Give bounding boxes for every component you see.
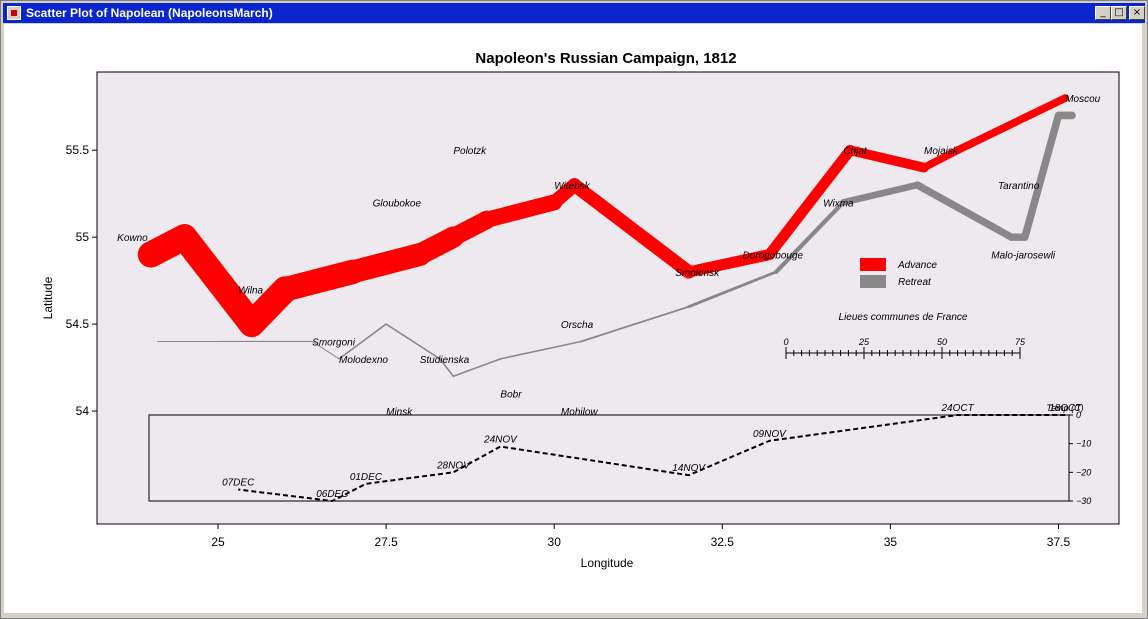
city-label: Moscou xyxy=(1065,94,1100,105)
x-tick-label: 30 xyxy=(548,535,562,549)
advance-segment xyxy=(341,243,432,284)
chart-title: Napoleon's Russian Campaign, 1812 xyxy=(475,50,736,67)
city-label: Mojaisk xyxy=(924,146,959,157)
city-label: Minsk xyxy=(386,407,413,418)
plot-area xyxy=(96,71,1120,525)
scale-tick-label: 25 xyxy=(858,337,870,347)
advance-segment xyxy=(764,144,856,260)
retreat-segment xyxy=(840,181,921,206)
advance-segment xyxy=(171,224,265,338)
temperature-date-label: 07DEC xyxy=(222,478,255,489)
advance-segment xyxy=(953,94,1070,155)
temperature-date-label: 24OCT xyxy=(941,403,975,414)
city-label: Polotzk xyxy=(453,146,487,157)
retreat-segment xyxy=(773,200,846,275)
advance-segment xyxy=(273,259,365,302)
city-label: Studienska xyxy=(420,355,470,366)
retreat-segment xyxy=(385,323,441,360)
city-label: Mohilow xyxy=(561,407,598,418)
retreat-segment xyxy=(439,358,455,377)
retreat-segment xyxy=(499,340,582,360)
temperature-date-label: 18OCT xyxy=(1049,403,1082,414)
app-icon[interactable] xyxy=(7,6,21,20)
retreat-segment xyxy=(1021,111,1063,241)
retreat-segment xyxy=(687,270,778,309)
city-label: Bobr xyxy=(500,390,522,401)
retreat-segment xyxy=(580,305,690,343)
temperature-line xyxy=(238,414,1066,503)
chart-svg: Napoleon's Russian Campaign, 1812 Kowno W… xyxy=(41,50,1120,570)
city-label: Malo-jarosewli xyxy=(991,251,1056,262)
temperature-tick-label: −30 xyxy=(1076,496,1091,506)
city-label: Kowno xyxy=(117,233,148,244)
temperature-axis-label: Temp (C) xyxy=(1046,403,1083,413)
y-tick-label: 54 xyxy=(76,404,90,418)
retreat-segment xyxy=(452,358,502,377)
advance-segment xyxy=(920,146,962,172)
y-tick-label: 54.5 xyxy=(66,317,90,331)
scale-title: Lieues communes de France xyxy=(839,312,968,323)
legend-swatch xyxy=(860,275,886,288)
y-tick-label: 55.5 xyxy=(66,143,90,157)
temperature-date-label: 01DEC xyxy=(350,472,383,483)
city-label: Tarantino xyxy=(998,181,1040,192)
x-tick-label: 32.5 xyxy=(711,535,735,549)
x-tick-label: 25 xyxy=(211,535,225,549)
city-label: Wilna xyxy=(238,285,263,296)
advance-segment xyxy=(478,194,563,228)
legend-swatch xyxy=(860,258,886,271)
y-axis-label: Latitude xyxy=(41,276,55,319)
title-bar[interactable]: Scatter Plot of Napolean (NapoleonsMarch… xyxy=(3,3,1145,23)
city-label: Witebsk xyxy=(554,181,590,192)
temperature-tick-label: −10 xyxy=(1076,439,1091,449)
x-tick-label: 37.5 xyxy=(1047,535,1071,549)
retreat-segment xyxy=(913,181,1016,241)
scale-tick-label: 0 xyxy=(783,337,788,347)
temperature-date-label: 24NOV xyxy=(483,435,518,446)
legend-label: Advance xyxy=(897,260,937,271)
city-label: Smorgoni xyxy=(312,337,356,348)
city-label: Wixma xyxy=(823,198,854,209)
temperature-frame xyxy=(148,414,1070,502)
legend-label: Retreat xyxy=(898,277,932,288)
city-label: Orscha xyxy=(561,320,594,331)
minimize-button[interactable]: _ xyxy=(1095,6,1111,20)
city-label: Gloubokoe xyxy=(373,198,422,209)
temperature-date-label: 09NOV xyxy=(753,429,787,440)
temperature-tick-label: −20 xyxy=(1076,467,1091,477)
chart-canvas: Napoleon's Russian Campaign, 1812 Kowno W… xyxy=(4,24,1142,613)
close-button[interactable]: × xyxy=(1129,6,1145,20)
temperature-date-label: 14NOV xyxy=(672,463,706,474)
city-label: Smolensk xyxy=(675,268,720,279)
window-title: Scatter Plot of Napolean (NapoleonsMarch… xyxy=(26,6,273,20)
x-axis-label: Longitude xyxy=(581,556,634,570)
y-tick-label: 55 xyxy=(76,230,90,244)
city-label: Chjat xyxy=(843,146,868,157)
advance-segment xyxy=(567,178,696,279)
city-label: Dorogobouge xyxy=(742,251,803,262)
x-tick-label: 35 xyxy=(884,535,898,549)
scale-tick-label: 75 xyxy=(1015,337,1026,347)
advance-segment xyxy=(845,145,929,173)
retreat-segment xyxy=(311,340,340,360)
city-label: Molodexno xyxy=(339,355,388,366)
maximize-button[interactable]: □ xyxy=(1111,6,1127,20)
scale-tick-label: 50 xyxy=(937,337,947,347)
advance-segment xyxy=(683,248,775,278)
temperature-date-label: 06DEC xyxy=(316,489,349,500)
retreat-segment xyxy=(338,323,387,360)
x-tick-label: 27.5 xyxy=(374,535,398,549)
temperature-date-label: 28NOV xyxy=(436,460,471,471)
temperature-tick-label: 0 xyxy=(1076,410,1081,420)
